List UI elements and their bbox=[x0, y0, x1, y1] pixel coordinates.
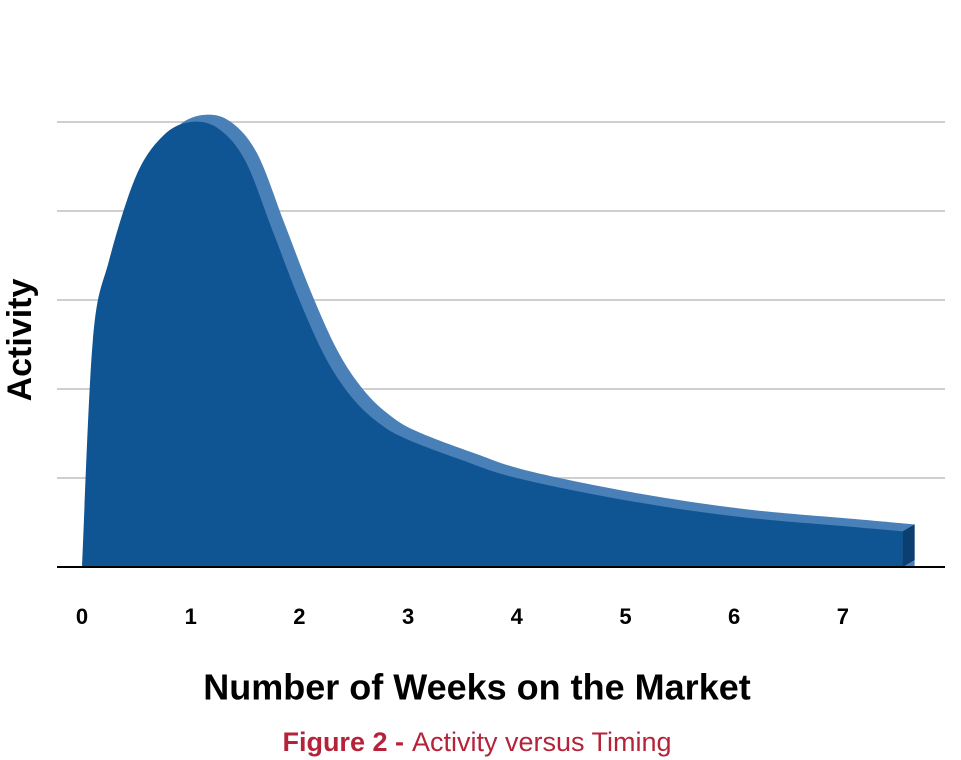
area bbox=[81, 121, 903, 567]
x-tick-label: 0 bbox=[76, 604, 88, 629]
x-tick-label: 3 bbox=[402, 604, 414, 629]
x-tick-label: 6 bbox=[728, 604, 740, 629]
x-tick-label: 5 bbox=[619, 604, 631, 629]
caption-text: Activity versus Timing bbox=[412, 727, 672, 757]
y-axis-label: Activity bbox=[1, 279, 39, 402]
x-axis-label: Number of Weeks on the Market bbox=[203, 667, 750, 708]
x-tick-label: 4 bbox=[511, 604, 524, 629]
caption: Figure 2 - Activity versus Timing bbox=[282, 727, 671, 757]
area-end-cap bbox=[902, 524, 915, 567]
x-tick-label: 2 bbox=[293, 604, 305, 629]
x-tick-label: 1 bbox=[185, 604, 197, 629]
caption-label: Figure 2 - bbox=[282, 727, 404, 757]
x-tick-label: 7 bbox=[837, 604, 849, 629]
